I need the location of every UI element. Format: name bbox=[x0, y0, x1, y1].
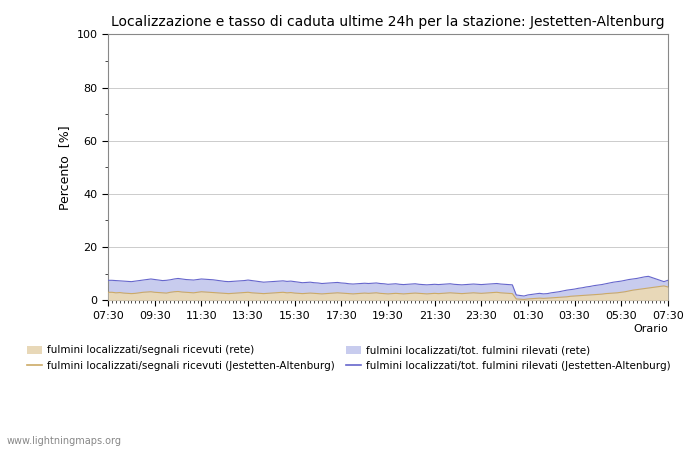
Text: www.lightningmaps.org: www.lightningmaps.org bbox=[7, 436, 122, 446]
Legend: fulmini localizzati/segnali ricevuti (rete), fulmini localizzati/segnali ricevut: fulmini localizzati/segnali ricevuti (re… bbox=[22, 341, 675, 375]
Y-axis label: Percento  [%]: Percento [%] bbox=[58, 125, 71, 210]
Text: Orario: Orario bbox=[633, 324, 668, 334]
Title: Localizzazione e tasso di caduta ultime 24h per la stazione: Jestetten-Altenburg: Localizzazione e tasso di caduta ultime … bbox=[111, 15, 665, 29]
